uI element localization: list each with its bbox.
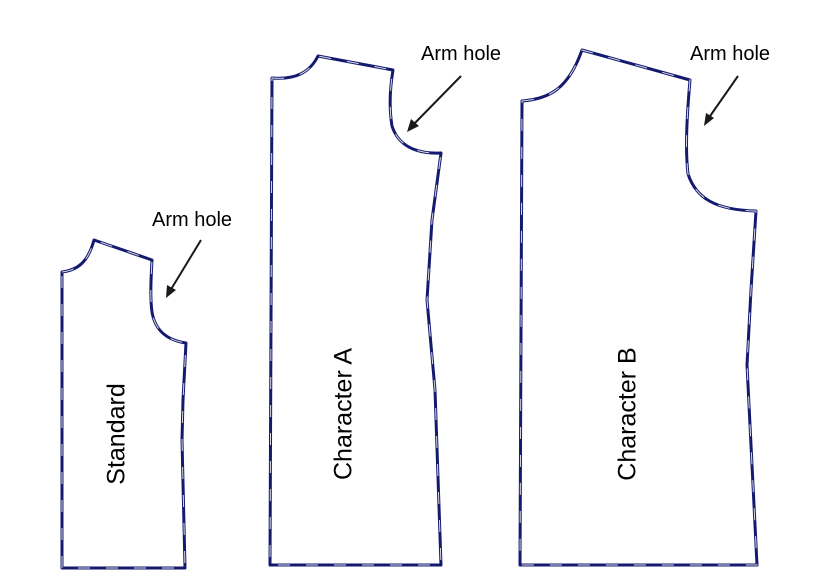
arm-hole-label-standard: Arm hole (152, 209, 232, 231)
annotation-character-a: Arm hole (407, 43, 501, 132)
character-a-label: Character A (330, 348, 358, 480)
standard-label: Standard (103, 383, 131, 484)
annotation-character-b: Arm hole (690, 43, 770, 126)
annotation-standard: Arm hole (152, 209, 232, 298)
character-b-label: Character B (614, 347, 642, 480)
arrow-head-standard (166, 285, 176, 298)
piece-character-a: Character A (268, 54, 443, 567)
arrow-head-character-b (704, 113, 714, 126)
piece-standard: Standard (60, 238, 188, 570)
arrow-line-character-a (411, 75, 462, 127)
arm-hole-label-character-a: Arm hole (421, 43, 501, 65)
character-a-outline (268, 54, 443, 567)
character-b-stitch (519, 49, 758, 566)
arrow-head-character-a (407, 119, 419, 132)
arm-hole-label-character-b: Arm hole (690, 43, 770, 65)
standard-stitch (61, 239, 187, 569)
arrow-line-character-b (707, 75, 739, 120)
character-a-stitch (269, 55, 442, 566)
arrow-line-standard (169, 239, 202, 292)
character-b-outline (518, 48, 759, 567)
piece-character-b: Character B (518, 48, 759, 567)
